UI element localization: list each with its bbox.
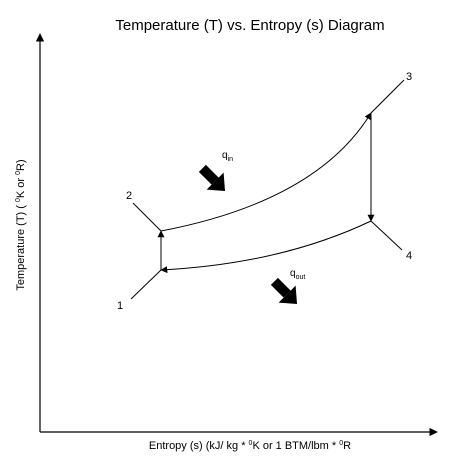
- heat-in-arrow-icon: [198, 164, 226, 192]
- heat-out-label: qout: [290, 268, 305, 281]
- leader-3: [370, 79, 405, 114]
- leader-2: [132, 202, 162, 232]
- process-4-1-curve: [160, 220, 372, 274]
- process-2-3-curve: [160, 112, 372, 232]
- point-1-label: 1: [117, 300, 123, 312]
- cycle: [130, 79, 405, 300]
- y-axis-label: Temperature (T) ( 0K or 0R): [15, 159, 27, 290]
- point-3-label: 3: [406, 71, 412, 83]
- leader-4: [370, 220, 403, 251]
- heat-in-label: qin: [222, 150, 233, 163]
- heat-out-arrow-icon: [270, 277, 298, 305]
- diagram-title: Temperature (T) vs. Entropy (s) Diagram: [115, 17, 384, 34]
- x-axis-label: Entropy (s) (kJ/ kg * 0K or 1 BTM/lbm * …: [149, 440, 351, 452]
- leader-1: [130, 269, 162, 300]
- point-2-label: 2: [126, 190, 132, 202]
- axes: [35, 33, 438, 437]
- point-4-label: 4: [406, 250, 412, 262]
